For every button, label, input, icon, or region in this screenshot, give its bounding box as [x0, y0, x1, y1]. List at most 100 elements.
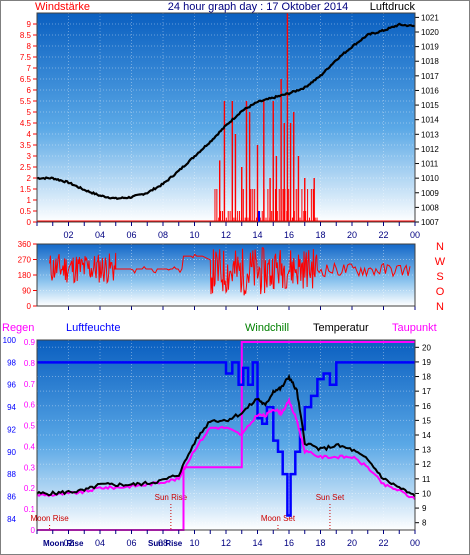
time-tick-label: 16 — [284, 538, 294, 548]
time-tick-label: 20 — [347, 538, 357, 548]
pressure-tick-label: 1009 — [421, 189, 439, 198]
sun-moon-events: Sun Rise Moon Rise Moon Set Sun Set — [30, 493, 345, 530]
graph-title: 24 hour graph day : 17 Oktober 2014 — [168, 1, 348, 13]
temperature-tick-label: 16 — [422, 402, 431, 411]
rain-tick-label: 0.5 — [24, 422, 36, 431]
temperature-tick-label: 17 — [422, 387, 431, 396]
pressure-tick-label: 1020 — [421, 28, 439, 37]
rain-tick-label: 0.7 — [24, 380, 36, 389]
temperature-tick-label: 14 — [422, 431, 431, 440]
windchill-legend: Windchill — [245, 322, 289, 334]
pressure-tick-label: 1015 — [421, 101, 439, 110]
time-tick-label: 02 — [63, 230, 73, 240]
humidity-tick-label: 88 — [7, 470, 16, 479]
time-tick-label: 16 — [284, 230, 294, 240]
wind-direction-axis: 0 90 180 270 360 — [18, 240, 416, 311]
pressure-tick-label: 1007 — [421, 218, 439, 227]
pressure-tick-label: 1018 — [421, 57, 439, 66]
pressure-axis: 1007 1008 1009 1010 1011 1012 1013 1014 1015 1016… — [415, 13, 439, 227]
rain-tick-label: 0.3 — [24, 463, 36, 472]
time-tick-label: 04 — [95, 538, 105, 548]
wind-tick-label: 3 — [27, 152, 32, 161]
compass-label: S — [436, 271, 443, 283]
temperature-tick-label: 18 — [422, 373, 431, 382]
panel2-background — [37, 244, 415, 306]
panel1-time-axis: 02 04 06 08 10 12 14 16 18 20 22 00 — [36, 222, 420, 240]
time-tick-label: 20 — [347, 230, 357, 240]
time-tick-label: 12 — [221, 230, 231, 240]
pressure-tick-label: 1019 — [421, 43, 439, 52]
pressure-tick-label: 1016 — [421, 86, 439, 95]
wind-tick-label: 1 — [27, 196, 32, 205]
time-tick-label: 18 — [315, 538, 325, 548]
humidity-tick-label: 100 — [3, 336, 17, 345]
wind-direction-series — [49, 247, 411, 296]
temperature-tick-label: 11 — [422, 475, 431, 484]
event-label: Moon Rise — [30, 514, 69, 523]
compass-label: N — [436, 241, 444, 253]
temperature-tick-label: 19 — [422, 358, 431, 367]
wind-tick-label: 1.5 — [20, 185, 32, 194]
wind-tick-label: 0.5 — [20, 207, 32, 216]
humidity-tick-label: 90 — [7, 448, 16, 457]
wind-tick-label: 3.5 — [20, 141, 32, 150]
rain-tick-label: 0.1 — [24, 505, 36, 514]
temperature-tick-label: 10 — [422, 489, 431, 498]
time-tick-label: 04 — [95, 230, 105, 240]
time-tick-label: 06 — [126, 538, 136, 548]
wind-tick-label: 2.5 — [20, 163, 32, 172]
temperature-tick-label: 20 — [422, 343, 431, 352]
dewpoint-series-line — [36, 396, 416, 500]
wind-tick-label: 6.5 — [20, 75, 32, 84]
rain-tick-label: 0 — [31, 526, 36, 535]
wind-tick-label: 7 — [27, 64, 32, 73]
pressure-tick-label: 1012 — [421, 145, 439, 154]
panel2-frame — [36, 243, 416, 307]
time-tick-label: 10 — [189, 538, 199, 548]
wind-tick-label: 4.5 — [20, 119, 32, 128]
wind-axis-title: Windstärke — [35, 1, 90, 13]
direction-tick-label: 270 — [18, 256, 32, 265]
wind-gust-series — [37, 13, 415, 223]
humidity-tick-label: 94 — [7, 403, 16, 412]
rain-tick-label: 0.9 — [24, 338, 36, 347]
compass-label: O — [436, 286, 445, 298]
pressure-tick-label: 1008 — [421, 203, 439, 212]
humidity-tick-label: 92 — [7, 425, 16, 434]
event-label: Sun Set — [316, 493, 345, 502]
time-tick-label: 00 — [410, 230, 420, 240]
time-tick-label: 00 — [410, 538, 420, 548]
humidity-tick-label: 84 — [7, 515, 16, 524]
temperature-tick-label: 9 — [422, 504, 427, 513]
time-tick-label: 08 — [158, 538, 168, 548]
wind-tick-label: 5.5 — [20, 97, 32, 106]
wind-tick-label: 5 — [27, 108, 32, 117]
direction-tick-label: 360 — [18, 240, 32, 249]
compass-label: N — [436, 301, 444, 313]
pressure-tick-label: 1011 — [421, 160, 439, 169]
event-label: Sun Rise — [155, 493, 188, 502]
wind-tick-label: 7.5 — [20, 53, 32, 62]
time-tick-label: 18 — [315, 230, 325, 240]
time-tick-label: 14 — [252, 538, 262, 548]
pressure-axis-title: Luftdruck — [370, 1, 416, 13]
panel3-time-axis: 02 04 06 08 10 12 14 16 18 20 22 00 — [36, 530, 420, 548]
time-tick-label: 22 — [378, 538, 388, 548]
wind-tick-label: 2 — [27, 174, 32, 183]
time-tick-label: 08 — [158, 230, 168, 240]
wind-speed-axis: 0 0.5 1 1.5 2 2.5 3 3.5 4 4.5 5 5.5 6 6.5 7 7.5 8 8.5 9 — [20, 20, 37, 227]
humidity-tick-label: 96 — [7, 381, 16, 390]
wind-tick-label: 8 — [27, 42, 32, 51]
rain-tick-label: 0.6 — [24, 401, 36, 410]
rain-axis: 0 0.1 0.2 0.3 0.4 0.5 0.6 0.7 0.8 0.9 — [24, 338, 36, 535]
time-tick-label: 06 — [126, 230, 136, 240]
direction-tick-label: 0 — [27, 302, 32, 311]
bottom-moon-rise-label: Moon Rise — [43, 539, 84, 548]
rain-tick-label: 0.4 — [24, 442, 36, 451]
pressure-tick-label: 1014 — [421, 116, 439, 125]
bottom-sun-rise-label: Sun Rise — [148, 539, 183, 548]
time-tick-label: 10 — [189, 230, 199, 240]
humidity-tick-label: 86 — [7, 492, 16, 501]
